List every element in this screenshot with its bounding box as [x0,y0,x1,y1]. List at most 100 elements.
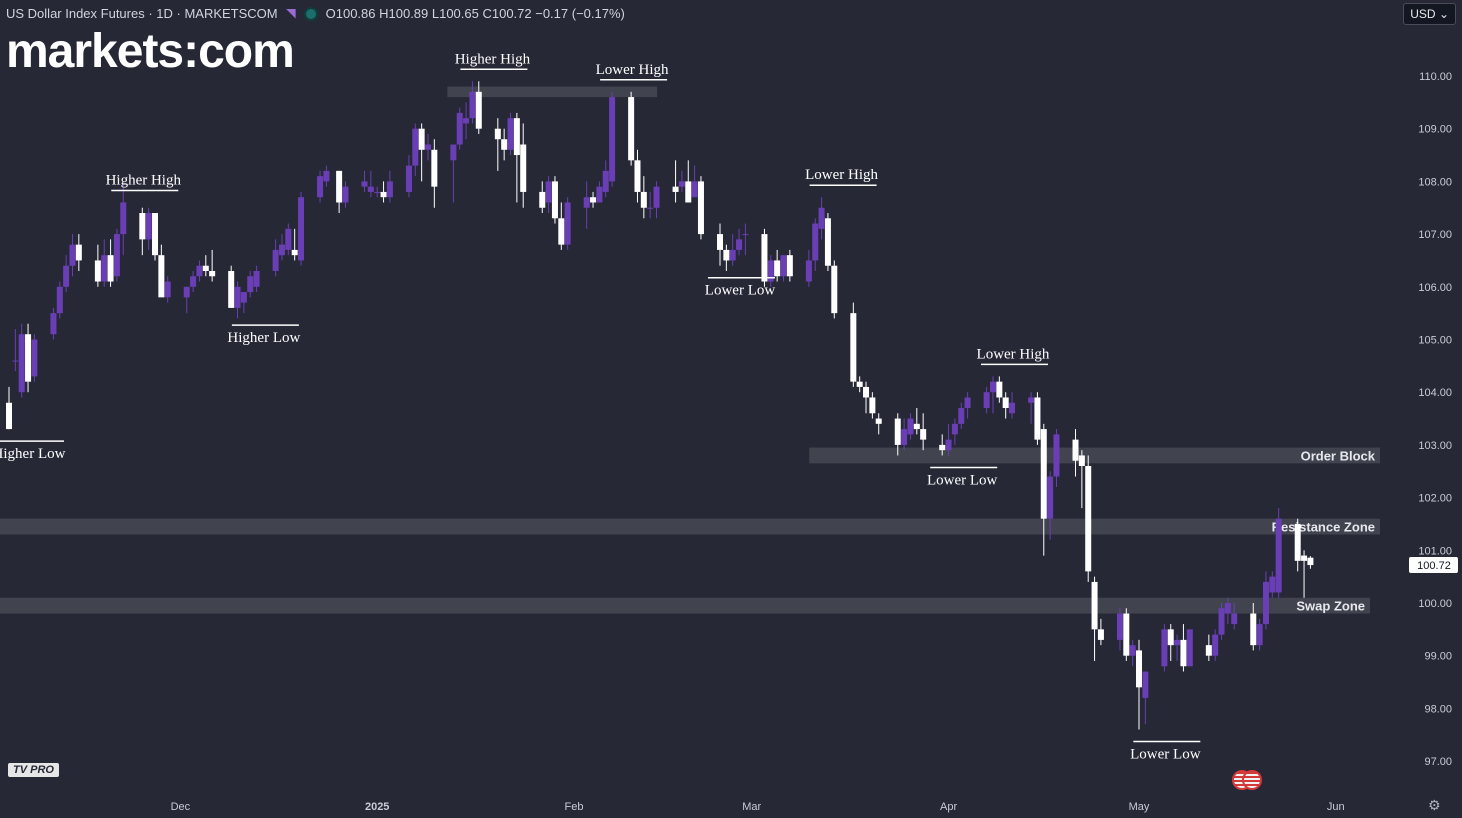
candle-body [717,234,724,250]
last-price-tag [1409,557,1458,574]
candle-body [145,213,152,240]
candle-body [158,255,165,298]
candle-body [920,429,927,440]
candle-body [1212,634,1219,656]
currency-select[interactable]: USD ⌄ [1403,3,1456,25]
candle-body [1218,608,1225,635]
zone-2 [0,518,1380,535]
candle-body [602,170,609,192]
candle-body [1294,523,1301,561]
y-tick-label: 100.00 [1418,598,1452,610]
annotation-label: Higher High [106,172,182,188]
candle-body [729,249,736,261]
brand-logo: markets:com [6,25,295,78]
x-tick-label: Dec [171,801,191,813]
zone-4 [447,86,658,98]
candle-body [850,313,857,382]
candle-body [228,270,235,308]
candle-body [767,260,774,282]
candle-body [113,234,120,277]
candle-body [964,397,971,409]
candle-body [190,276,197,287]
candle-body [939,444,946,451]
candle-body [1301,555,1308,561]
candle-body [856,381,863,387]
gear-icon[interactable]: ⚙ [1428,797,1441,813]
ohlc-readout: O100.86 H100.89 L100.65 C100.72 −0.17 (−… [325,6,625,21]
candle-body [139,213,146,240]
candle-body [596,186,603,203]
zone-3 [0,597,1370,614]
annotation-label: Lower High [805,167,878,183]
candle-body [298,197,305,261]
candle-body [56,286,63,314]
candle-body [1034,397,1041,440]
candle-body [583,197,590,208]
candle-body [831,265,838,314]
candle-body [450,144,457,161]
candle-body [812,223,819,261]
candle-body [12,360,19,362]
candle-body [1275,518,1282,593]
candle-body [285,228,292,250]
candle-body [196,265,203,277]
candle-body [31,339,38,377]
candle-body [1123,613,1130,656]
candle-body [780,255,787,277]
annotation-label: Higher Low [227,330,300,346]
candle-body [983,392,990,409]
candle-body [50,313,57,335]
flag-icon[interactable] [285,8,296,19]
candle-body [501,139,508,150]
y-tick-label: 108.00 [1418,176,1452,188]
x-tick-label: 2025 [365,801,389,813]
candle-body [1262,581,1269,625]
candle-body [367,186,374,192]
candle-body [374,191,381,193]
candle-body [475,91,482,129]
us-flag-icon[interactable] [1232,770,1262,790]
y-tick-label: 105.00 [1418,335,1452,347]
candle-body [609,97,616,182]
candle-body [545,181,552,203]
zone-label: Order Block [1301,448,1376,463]
candle-body [6,402,12,430]
annotation-label: Lower Low [927,472,998,488]
annotation-label: Higher Low [0,446,66,462]
candle-body [805,260,812,282]
candle-body [685,181,692,203]
annotation-label: Lower High [596,62,669,78]
candle-body [75,244,82,261]
candle-body [1136,650,1142,688]
candle-body [628,97,635,161]
candle-body [183,286,190,298]
candle-body [1002,397,1009,409]
candle-body [1142,671,1149,698]
candle-body [913,423,920,430]
y-tick-label: 109.00 [1418,124,1452,136]
symbol-title[interactable]: US Dollar Index Futures · 1D · MARKETSCO… [6,6,278,21]
tradingview-logo: TV PRO [8,763,59,777]
candle-body [551,181,558,219]
zone-1 [809,447,1380,464]
candle-body [672,186,679,192]
candle-body [69,244,76,266]
candle-body [824,218,831,266]
candle-body [1180,639,1187,667]
candle-body [1205,645,1212,656]
candle-body [907,418,914,435]
candle-body [463,118,470,124]
candle-body [323,170,330,182]
candle-body [736,239,743,250]
annotation-label: Lower Low [705,283,776,299]
candle-body [412,128,419,166]
x-tick-label: Jun [1327,801,1345,813]
candle-body [1047,476,1054,519]
candle-body [1085,465,1092,572]
candle-body [640,191,647,208]
candle-body [742,234,749,236]
candle-body [653,186,660,208]
candle-body [1072,439,1079,461]
candle-body [634,160,641,192]
